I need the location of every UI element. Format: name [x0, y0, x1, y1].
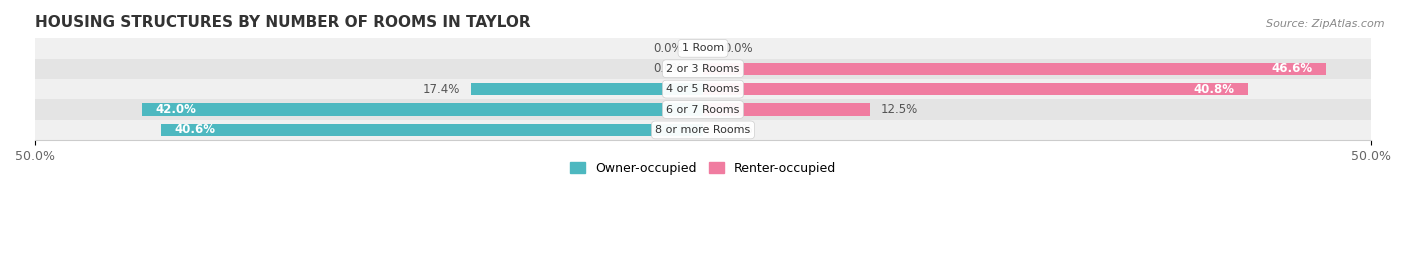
Text: 1 Room: 1 Room	[682, 43, 724, 53]
Text: Source: ZipAtlas.com: Source: ZipAtlas.com	[1267, 19, 1385, 29]
Text: 0.0%: 0.0%	[723, 123, 752, 136]
Bar	[35, 120, 1371, 140]
Bar	[703, 103, 870, 116]
Bar	[35, 79, 1371, 99]
Text: 42.0%: 42.0%	[155, 103, 195, 116]
Bar	[703, 63, 1326, 75]
Text: 12.5%: 12.5%	[880, 103, 918, 116]
Bar	[142, 103, 703, 116]
Bar	[703, 83, 1249, 95]
Text: 2 or 3 Rooms: 2 or 3 Rooms	[666, 64, 740, 74]
Text: 46.6%: 46.6%	[1271, 62, 1312, 75]
Text: HOUSING STRUCTURES BY NUMBER OF ROOMS IN TAYLOR: HOUSING STRUCTURES BY NUMBER OF ROOMS IN…	[35, 15, 530, 30]
Legend: Owner-occupied, Renter-occupied: Owner-occupied, Renter-occupied	[565, 157, 841, 180]
Text: 8 or more Rooms: 8 or more Rooms	[655, 125, 751, 135]
Text: 0.0%: 0.0%	[723, 42, 752, 55]
Bar	[35, 59, 1371, 79]
Text: 40.8%: 40.8%	[1194, 83, 1234, 95]
Text: 0.0%: 0.0%	[654, 62, 683, 75]
Bar	[160, 124, 703, 136]
Bar	[35, 38, 1371, 59]
Text: 17.4%: 17.4%	[422, 83, 460, 95]
Text: 6 or 7 Rooms: 6 or 7 Rooms	[666, 105, 740, 115]
Text: 0.0%: 0.0%	[654, 42, 683, 55]
Bar	[35, 99, 1371, 120]
Bar	[471, 83, 703, 95]
Text: 40.6%: 40.6%	[174, 123, 215, 136]
Text: 4 or 5 Rooms: 4 or 5 Rooms	[666, 84, 740, 94]
